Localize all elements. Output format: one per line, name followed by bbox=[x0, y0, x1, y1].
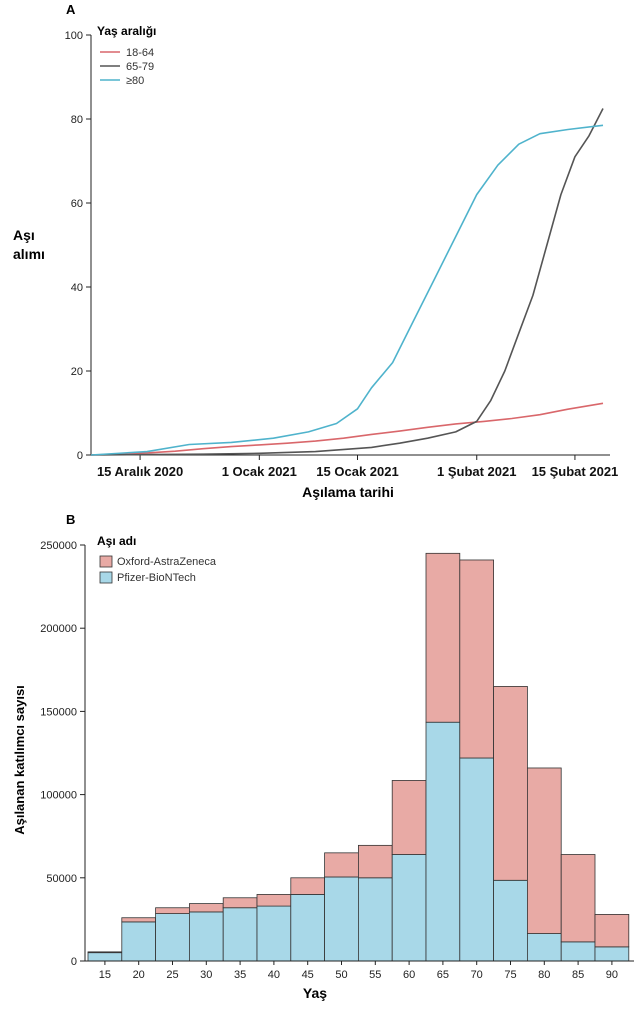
bar-oxford-astrazeneca-30 bbox=[188, 903, 224, 913]
bar-pfizer-biontech-80 bbox=[527, 933, 562, 962]
bar-pfizer-biontech-35 bbox=[222, 907, 258, 962]
panel-b-bar-chart: B Aşı adı 0 50000 100000 150000 200000 250000… bbox=[12, 512, 634, 1001]
bar-oxford-astrazeneca-60 bbox=[391, 780, 427, 855]
x-axis-label-a: Aşılama tarihi bbox=[302, 484, 394, 500]
x-tick-label-a: 1 Şubat 2021 bbox=[437, 464, 517, 479]
y-tick-label-a: 40 bbox=[71, 282, 83, 294]
series-line-65-79 bbox=[90, 108, 604, 456]
y-ticks-b: 0 50000 100000 150000 200000 250000 bbox=[40, 540, 85, 968]
legend-a: 18-64 65-79 ≥80 bbox=[100, 47, 154, 87]
x-tick-label-a: 15 Aralık 2020 bbox=[97, 464, 183, 479]
bar-oxford-astrazeneca-90 bbox=[594, 914, 630, 948]
series-lines-a bbox=[90, 108, 604, 456]
bar-pfizer-biontech-60 bbox=[391, 854, 427, 962]
bar-oxford-astrazeneca-80 bbox=[527, 767, 562, 934]
y-axis-label-a-line2: alımı bbox=[13, 246, 45, 262]
series-line-18-64 bbox=[90, 402, 604, 456]
bar-oxford-astrazeneca-65 bbox=[425, 552, 461, 723]
bar-oxford-astrazeneca-20 bbox=[121, 917, 157, 923]
x-tick-label-b: 20 bbox=[133, 969, 145, 981]
y-tick-label-b: 150000 bbox=[40, 706, 77, 718]
bar-oxford-astrazeneca-35 bbox=[222, 897, 258, 909]
legend-label-18-64: 18-64 bbox=[126, 47, 154, 59]
series-line-gte80 bbox=[90, 124, 604, 456]
y-tick-label-a: 20 bbox=[71, 366, 83, 378]
panel-a-label: A bbox=[66, 2, 76, 17]
y-tick-label-b: 100000 bbox=[40, 790, 77, 802]
y-tick-label-a: 0 bbox=[77, 450, 83, 462]
legend-label-oxford-astrazeneca: Oxford-AstraZeneca bbox=[117, 556, 217, 568]
bar-pfizer-biontech-45 bbox=[290, 894, 325, 962]
y-tick-label-a: 80 bbox=[71, 114, 83, 126]
x-tick-label-b: 30 bbox=[200, 969, 212, 981]
x-tick-label-b: 85 bbox=[572, 969, 584, 981]
bar-pfizer-biontech-70 bbox=[459, 757, 494, 962]
bar-oxford-astrazeneca-50 bbox=[324, 852, 359, 878]
y-tick-label-a: 100 bbox=[65, 30, 83, 42]
bar-oxford-astrazeneca-55 bbox=[357, 844, 393, 879]
x-tick-label-b: 90 bbox=[606, 969, 618, 981]
legend-label-65-79: 65-79 bbox=[126, 61, 154, 73]
panel-a-line-chart: A Yaş aralığı 0 20 40 60 80 100 15 Aralık 202… bbox=[13, 2, 618, 500]
y-tick-label-b: 0 bbox=[71, 956, 77, 968]
legend-swatch-oxford-astrazeneca bbox=[99, 555, 113, 568]
y-tick-label-a: 60 bbox=[71, 198, 83, 210]
legend-b-title: Aşı adı bbox=[97, 534, 136, 548]
y-tick-label-b: 50000 bbox=[46, 873, 77, 885]
bar-pfizer-biontech-75 bbox=[493, 879, 528, 962]
x-axis-label-b: Yaş bbox=[303, 985, 327, 1001]
y-axis-label-a-line1: Aşı bbox=[13, 227, 35, 243]
bar-pfizer-biontech-15 bbox=[87, 952, 123, 962]
bar-pfizer-biontech-25 bbox=[155, 913, 190, 962]
legend-label-gte80: ≥80 bbox=[126, 75, 144, 87]
bar-pfizer-biontech-65 bbox=[425, 721, 461, 962]
bars-b bbox=[87, 552, 630, 962]
bar-pfizer-biontech-50 bbox=[324, 876, 359, 962]
x-tick-label-a: 1 Ocak 2021 bbox=[222, 464, 297, 479]
legend-b: Oxford-AstraZeneca Pfizer-BioNTech bbox=[99, 555, 217, 584]
bar-pfizer-biontech-55 bbox=[357, 877, 393, 962]
bar-pfizer-biontech-90 bbox=[594, 946, 630, 962]
bar-oxford-astrazeneca-25 bbox=[155, 907, 190, 914]
x-ticks-a: 15 Aralık 2020 1 Ocak 2021 15 Ocak 2021 1 Ş… bbox=[97, 455, 618, 479]
bar-oxford-astrazeneca-70 bbox=[459, 559, 494, 759]
bar-oxford-astrazeneca-40 bbox=[256, 894, 292, 907]
x-tick-label-a: 15 Şubat 2021 bbox=[532, 464, 619, 479]
bar-oxford-astrazeneca-45 bbox=[290, 877, 325, 895]
legend-label-pfizer-biontech: Pfizer-BioNTech bbox=[117, 572, 196, 584]
x-tick-label-b: 35 bbox=[234, 969, 246, 981]
bar-pfizer-biontech-85 bbox=[560, 941, 596, 962]
x-tick-label-b: 75 bbox=[504, 969, 516, 981]
x-tick-label-b: 65 bbox=[437, 969, 449, 981]
legend-a-title: Yaş aralığı bbox=[97, 24, 156, 38]
x-ticks-b: 15 20 25 30 35 40 45 50 55 60 65 70 75 80 85 90 bbox=[99, 961, 618, 981]
bar-pfizer-biontech-40 bbox=[256, 905, 292, 962]
legend-swatch-pfizer-biontech bbox=[99, 571, 113, 584]
y-ticks-a: 0 20 40 60 80 100 bbox=[65, 30, 91, 462]
bar-oxford-astrazeneca-15 bbox=[87, 951, 123, 954]
x-tick-label-b: 15 bbox=[99, 969, 111, 981]
y-tick-label-b: 250000 bbox=[40, 540, 77, 552]
x-tick-label-b: 45 bbox=[302, 969, 314, 981]
x-tick-label-b: 50 bbox=[335, 969, 347, 981]
bar-pfizer-biontech-20 bbox=[121, 921, 157, 962]
x-tick-label-b: 80 bbox=[538, 969, 550, 981]
y-axis-label-b: Aşılanan katılımcı sayısı bbox=[12, 685, 27, 835]
bar-pfizer-biontech-30 bbox=[188, 911, 224, 962]
x-tick-label-b: 60 bbox=[403, 969, 415, 981]
x-tick-label-a: 15 Ocak 2021 bbox=[316, 464, 398, 479]
panel-b-label: B bbox=[66, 512, 75, 527]
x-tick-label-b: 25 bbox=[166, 969, 178, 981]
y-tick-label-b: 200000 bbox=[40, 623, 77, 635]
bar-oxford-astrazeneca-75 bbox=[493, 686, 528, 881]
x-tick-label-b: 40 bbox=[268, 969, 280, 981]
x-tick-label-b: 70 bbox=[471, 969, 483, 981]
bar-oxford-astrazeneca-85 bbox=[560, 854, 596, 943]
x-tick-label-b: 55 bbox=[369, 969, 381, 981]
